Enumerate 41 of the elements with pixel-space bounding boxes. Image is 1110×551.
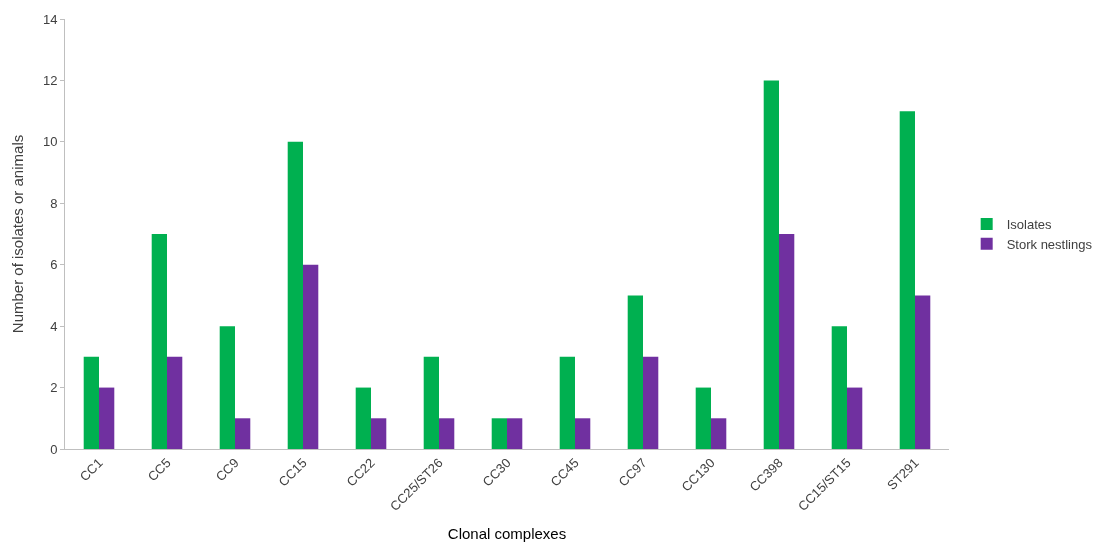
y-tick-label: 8 (50, 195, 58, 211)
legend-label: Isolates (1006, 217, 1052, 233)
y-tick-label: 4 (50, 318, 58, 334)
bar (439, 418, 455, 449)
bar (423, 356, 439, 449)
y-tick-label: 0 (50, 441, 58, 457)
bar (575, 418, 591, 449)
y-tick-label: 14 (42, 11, 58, 27)
bar (167, 356, 183, 449)
bar (219, 326, 235, 449)
bar (695, 387, 711, 449)
bar (559, 356, 575, 449)
bar (287, 141, 303, 449)
bar (899, 111, 915, 449)
bar (915, 295, 931, 449)
x-tick-label: CC5 (144, 455, 174, 485)
y-tick-label: 12 (42, 72, 58, 88)
bar (763, 80, 779, 449)
bar (779, 234, 795, 449)
y-tick-label: 2 (50, 380, 58, 396)
bar (303, 264, 319, 449)
bar (711, 418, 727, 449)
bar (847, 387, 863, 449)
bar (151, 234, 167, 449)
x-tick-label: CC1 (76, 455, 106, 485)
bar (83, 356, 99, 449)
bar (643, 356, 659, 449)
legend-label: Stork nestlings (1006, 236, 1093, 252)
y-tick-label: 6 (50, 257, 58, 273)
bar (627, 295, 643, 449)
y-axis-title: Number of isolates or animals (9, 134, 27, 334)
x-tick-label: CC9 (212, 455, 242, 485)
bar (831, 326, 847, 449)
bar (371, 418, 387, 449)
bar (491, 418, 507, 449)
bar (99, 387, 115, 449)
bar (235, 418, 251, 449)
x-axis-title: Clonal complexes (447, 524, 567, 542)
y-tick-label: 10 (42, 134, 58, 150)
bar (355, 387, 371, 449)
bar (507, 418, 523, 449)
